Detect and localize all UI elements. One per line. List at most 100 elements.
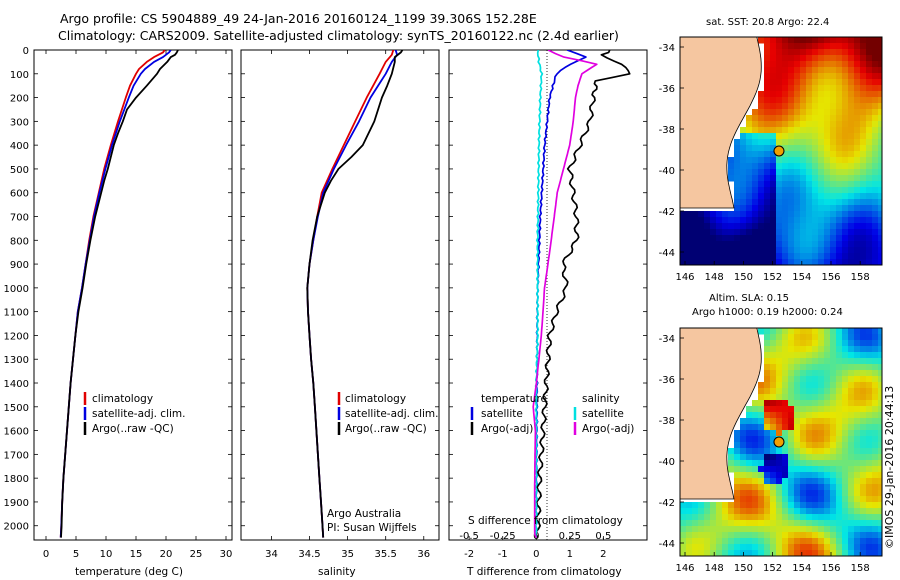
- map-cell: [782, 181, 789, 188]
- map-cell: [878, 73, 882, 80]
- map-cell: [836, 364, 843, 371]
- map-cell: [794, 253, 801, 260]
- map-cell: [830, 352, 837, 359]
- map-cell: [872, 133, 879, 140]
- map-cell: [758, 514, 765, 521]
- t-tick-label: -1: [498, 549, 508, 560]
- map-cell: [872, 376, 879, 383]
- map-cell: [818, 97, 825, 104]
- map-cell: [812, 115, 819, 122]
- map-cell: [746, 526, 753, 533]
- map-cell: [782, 406, 789, 413]
- map-cell: [764, 175, 771, 182]
- map-cell: [824, 217, 831, 224]
- map-cell: [806, 235, 813, 242]
- map-cell: [824, 490, 831, 497]
- map-cell: [842, 241, 849, 248]
- map-cell: [860, 139, 867, 146]
- map-cell: [776, 466, 783, 473]
- map-cell: [848, 187, 855, 194]
- map-cell: [740, 229, 747, 236]
- map-cell: [728, 175, 735, 182]
- map-cell: [824, 442, 831, 449]
- map-cell: [878, 37, 882, 44]
- map-cell: [752, 526, 759, 533]
- map-cell: [818, 430, 825, 437]
- map-cell: [800, 532, 807, 539]
- x-tick-label: 10: [100, 549, 113, 560]
- map-cell: [704, 229, 711, 236]
- map-cell: [842, 454, 849, 461]
- map-cell: [878, 247, 882, 254]
- map-cell: [788, 157, 795, 164]
- map-cell: [776, 181, 783, 188]
- map-cell: [734, 187, 741, 194]
- map-cell: [746, 418, 753, 425]
- map-cell: [806, 388, 813, 395]
- series-line-satellite-adj-clim-: [306, 50, 399, 538]
- map-cell: [752, 247, 759, 254]
- map-cell: [752, 193, 759, 200]
- difference-profile-lines: [532, 50, 631, 539]
- map-cell: [806, 346, 813, 353]
- map-cell: [794, 115, 801, 122]
- map-cell: [764, 49, 771, 56]
- map-cell: [872, 334, 879, 341]
- map-cell: [770, 478, 777, 485]
- map-cell: [746, 544, 753, 551]
- map-cell: [746, 508, 753, 515]
- map-cell: [836, 514, 843, 521]
- map-cell: [800, 67, 807, 74]
- map-cell: [740, 187, 747, 194]
- map-cell: [848, 109, 855, 116]
- map-cell: [698, 508, 705, 515]
- map-cell: [854, 526, 861, 533]
- map-cell: [776, 247, 783, 254]
- map-cell: [806, 538, 813, 545]
- map-cell: [770, 139, 777, 146]
- map-cell: [764, 67, 771, 74]
- map-cell: [764, 490, 771, 497]
- map-lon-label: 158: [851, 272, 870, 283]
- map-cell: [836, 187, 843, 194]
- map-cell: [728, 211, 735, 218]
- map-cell: [860, 520, 867, 527]
- map-cell: [794, 187, 801, 194]
- map-cell: [800, 151, 807, 158]
- map-cell: [836, 412, 843, 419]
- map-cell: [722, 550, 729, 556]
- map-cell: [776, 376, 783, 383]
- map-cell: [824, 430, 831, 437]
- map-cell: [758, 175, 765, 182]
- map-cell: [848, 496, 855, 503]
- map-cell: [866, 223, 873, 230]
- map-cell: [836, 259, 843, 265]
- map-cell: [860, 67, 867, 74]
- map-cell: [722, 514, 729, 521]
- map-cell: [812, 520, 819, 527]
- map-cell: [848, 466, 855, 473]
- map-cell: [764, 454, 771, 461]
- map-cell: [878, 199, 882, 206]
- map-cell: [770, 127, 777, 134]
- map-cell: [764, 364, 771, 371]
- map-cell: [752, 544, 759, 551]
- map-cell: [764, 61, 771, 68]
- map-cell: [848, 229, 855, 236]
- map-cell: [710, 532, 717, 539]
- map-cell: [878, 532, 882, 539]
- difference-legend-salinity-header: salinity: [582, 393, 620, 405]
- map-cell: [800, 223, 807, 230]
- map-cell: [770, 406, 777, 413]
- map-cell: [728, 508, 735, 515]
- map-cell: [830, 442, 837, 449]
- map-cell: [818, 550, 825, 556]
- map-cell: [740, 127, 747, 134]
- map-cell: [842, 55, 849, 62]
- map-cell: [776, 67, 783, 74]
- map-cell: [872, 193, 879, 200]
- map-cell: [770, 181, 777, 188]
- map-cell: [818, 484, 825, 491]
- map-cell: [770, 103, 777, 110]
- map-cell: [836, 442, 843, 449]
